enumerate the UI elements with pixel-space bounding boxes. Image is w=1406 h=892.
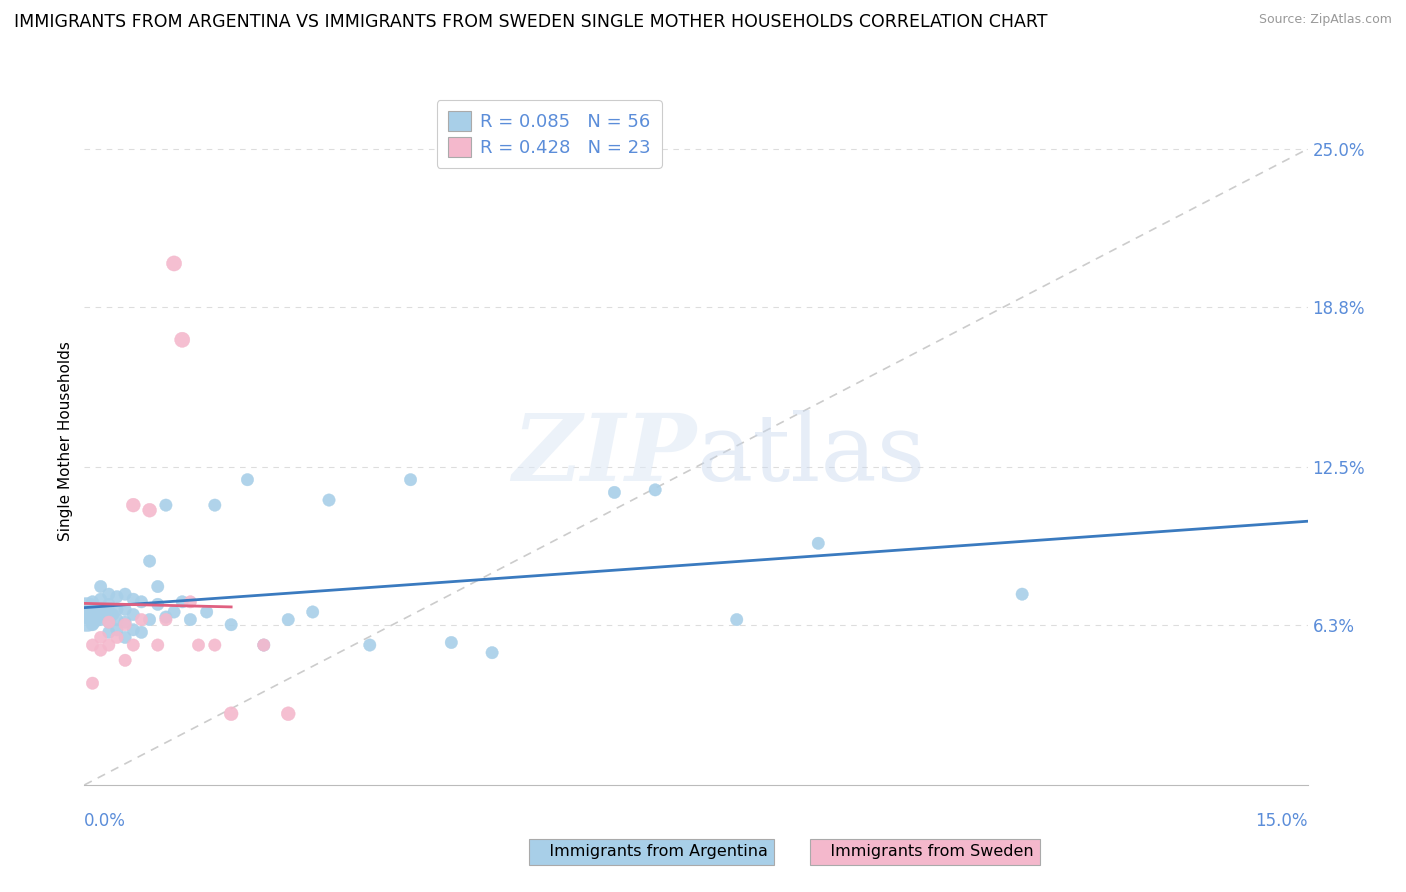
Point (90, 592, 112, 607)
Point (114, 631, 136, 645)
Point (105, 590, 128, 604)
Point (219, 706, 242, 721)
Point (97, 625, 120, 640)
Point (122, 607, 145, 622)
Point (101, 607, 124, 622)
Point (105, 602, 128, 616)
Point (105, 613, 128, 627)
Point (97, 598, 120, 612)
Point (138, 554, 160, 568)
Point (146, 638, 169, 652)
Point (179, 613, 201, 627)
Point (97, 615, 120, 629)
Point (163, 605, 186, 619)
Point (131, 613, 153, 627)
Point (93, 607, 115, 622)
Point (114, 615, 136, 629)
Point (131, 595, 153, 609)
Point (644, 483, 666, 497)
Point (481, 646, 503, 660)
Point (82, 617, 104, 632)
Point (105, 623, 128, 637)
Point (155, 498, 177, 512)
Point (97, 607, 120, 622)
Point (277, 613, 299, 627)
Point (114, 617, 136, 632)
Point (77, 607, 100, 622)
Point (114, 602, 136, 616)
Legend: R = 0.085   N = 56, R = 0.428   N = 23: R = 0.085 N = 56, R = 0.428 N = 23 (437, 100, 662, 168)
Point (82, 595, 104, 609)
Y-axis label: Single Mother Households: Single Mother Households (58, 342, 73, 541)
Point (90, 631, 112, 645)
Text: 15.0%: 15.0% (1256, 812, 1308, 830)
Point (90, 580, 112, 594)
Point (82, 605, 104, 619)
Text: 0.0%: 0.0% (84, 812, 127, 830)
Point (138, 613, 160, 627)
Point (440, 635, 463, 649)
Point (82, 676, 104, 690)
Point (97, 638, 120, 652)
Point (603, 485, 626, 500)
Point (277, 706, 299, 721)
Point (807, 536, 830, 550)
Point (114, 587, 136, 601)
Point (90, 605, 112, 619)
Point (172, 595, 194, 609)
Point (172, 333, 194, 347)
Point (97, 587, 120, 601)
Point (122, 592, 145, 607)
Point (301, 605, 323, 619)
Text: Immigrants from Argentina: Immigrants from Argentina (534, 845, 768, 859)
Point (155, 613, 177, 627)
Point (146, 598, 169, 612)
Text: ZIP: ZIP (512, 410, 696, 500)
Point (86, 607, 108, 622)
Point (122, 638, 145, 652)
Point (253, 638, 276, 652)
Point (76, 607, 98, 622)
Point (90, 643, 112, 657)
Point (122, 623, 145, 637)
Point (97, 615, 120, 629)
Point (399, 473, 422, 487)
Point (122, 498, 145, 512)
Point (359, 638, 381, 652)
Point (253, 638, 276, 652)
Point (114, 653, 136, 667)
Text: atlas: atlas (696, 410, 925, 500)
Point (204, 498, 226, 512)
Point (187, 638, 209, 652)
Point (146, 580, 169, 594)
Point (90, 613, 112, 627)
Point (1011, 587, 1033, 601)
Point (163, 256, 186, 270)
Point (318, 493, 340, 508)
Point (131, 625, 153, 640)
Point (155, 610, 177, 624)
Text: IMMIGRANTS FROM ARGENTINA VS IMMIGRANTS FROM SWEDEN SINGLE MOTHER HOUSEHOLDS COR: IMMIGRANTS FROM ARGENTINA VS IMMIGRANTS … (14, 13, 1047, 31)
Text: Immigrants from Sweden: Immigrants from Sweden (815, 845, 1033, 859)
Point (82, 638, 104, 652)
Point (138, 503, 160, 517)
Point (195, 605, 218, 619)
Point (236, 473, 259, 487)
Point (219, 617, 242, 632)
Text: Source: ZipAtlas.com: Source: ZipAtlas.com (1258, 13, 1392, 27)
Point (105, 631, 128, 645)
Point (725, 613, 748, 627)
Point (179, 595, 201, 609)
Point (204, 638, 226, 652)
